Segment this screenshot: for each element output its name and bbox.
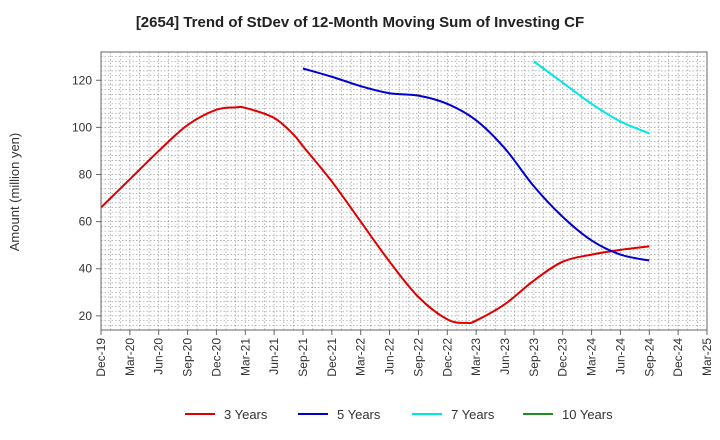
legend-label-5-years: 5 Years (337, 407, 381, 422)
x-tick-label: Mar-22 (354, 338, 368, 376)
x-tick-label: Mar-20 (123, 338, 137, 376)
x-tick-label: Sep-23 (527, 338, 541, 377)
y-tick-label: 120 (72, 73, 92, 87)
legend: 3 Years 5 Years 7 Years 10 Years (185, 407, 613, 422)
x-tick-label: Dec-22 (440, 338, 454, 377)
x-tick-label: Dec-21 (325, 338, 339, 377)
legend-label-10-years: 10 Years (562, 407, 613, 422)
series-line-7-years (533, 60, 650, 135)
plot-frame (100, 51, 708, 331)
grid (100, 51, 708, 331)
x-tick-label: Dec-19 (94, 338, 108, 377)
x-tick-label: Jun-24 (613, 338, 627, 375)
series-line-5-years (302, 67, 650, 262)
x-tick-label: Sep-20 (181, 338, 195, 377)
y-axis-title: Amount (million yen) (7, 133, 22, 252)
y-axis: 20 40 60 80 100 120 (72, 73, 101, 323)
x-tick-label: Mar-24 (585, 338, 599, 376)
y-tick-label: 100 (72, 120, 92, 134)
x-tick-label: Mar-25 (700, 338, 714, 376)
legend-label-3-years: 3 Years (224, 407, 268, 422)
x-tick-label: Sep-22 (411, 338, 425, 377)
y-tick-label: 60 (79, 215, 93, 229)
x-tick-label: Jun-22 (383, 338, 397, 375)
x-tick-label: Dec-24 (671, 338, 685, 377)
x-tick-label: Dec-20 (209, 338, 223, 377)
x-tick-label: Dec-23 (556, 338, 570, 377)
x-tick-label: Sep-21 (296, 338, 310, 377)
x-tick-label: Jun-21 (267, 338, 281, 375)
series-line-3-years (100, 105, 650, 325)
legend-label-7-years: 7 Years (451, 407, 495, 422)
x-tick-label: Mar-21 (238, 338, 252, 376)
plot-border (100, 51, 708, 331)
x-tick-label: Jun-23 (498, 338, 512, 375)
x-tick-label: Jun-20 (152, 338, 166, 375)
y-tick-label: 20 (79, 309, 93, 323)
x-tick-label: Mar-23 (469, 338, 483, 376)
chart-title: [2654] Trend of StDev of 12-Month Moving… (135, 14, 585, 31)
x-tick-label: Sep-24 (642, 338, 656, 377)
y-tick-label: 40 (79, 262, 93, 276)
y-tick-label: 80 (79, 168, 93, 182)
series-lines (100, 60, 650, 325)
x-axis: Dec-19 Mar-20 Jun-20 Sep-20 Dec-20 Mar-21 Jun-… (94, 330, 714, 377)
